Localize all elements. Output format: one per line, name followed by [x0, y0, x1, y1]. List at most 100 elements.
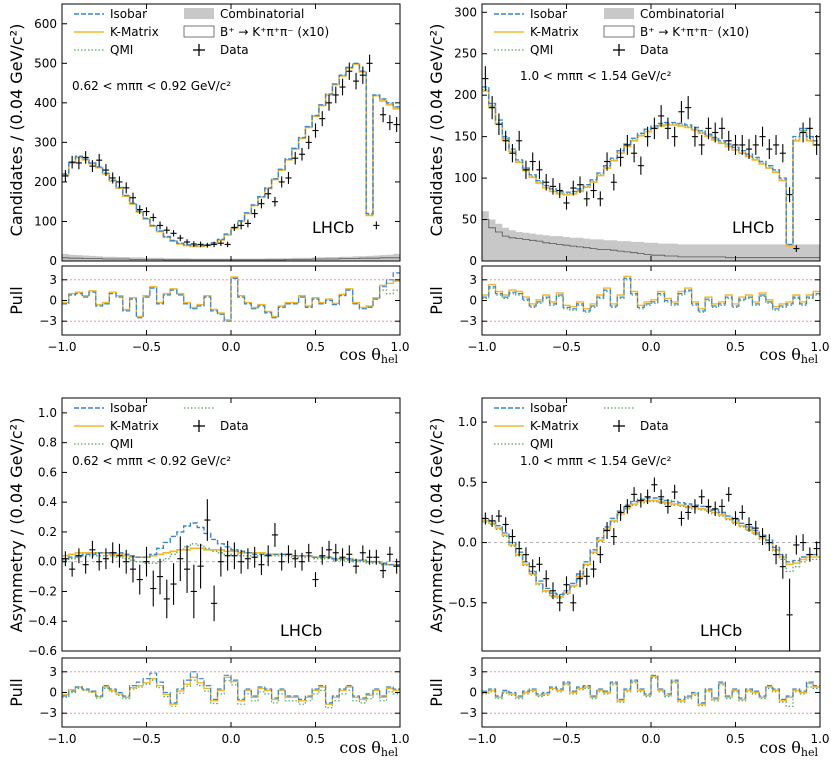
mass-range-label: 1.0 < mππ < 1.54 GeV/c² — [520, 69, 672, 83]
x-tick-label: −0.5 — [552, 732, 581, 746]
pull-kmatrix — [482, 275, 820, 310]
pull-axis-label: Pull — [427, 286, 446, 314]
x-tick-label: 0.5 — [306, 732, 325, 746]
peaking-background — [482, 219, 820, 259]
pull-y-tick-label: 0 — [469, 686, 477, 700]
legend-data-label: Data — [640, 43, 669, 57]
y-tick-label: 1.0 — [38, 406, 57, 420]
mass-range-label: 1.0 < mππ < 1.54 GeV/c² — [520, 454, 672, 468]
x-tick-label: 0.0 — [221, 340, 240, 354]
pull-kmatrix — [62, 276, 400, 321]
y-tick-label: 0.8 — [38, 436, 57, 450]
y-tick-label: 0.0 — [458, 536, 477, 550]
lhcb-label: LHCb — [312, 218, 354, 237]
x-axis-label: cos θhel — [339, 345, 398, 366]
pull-area — [62, 671, 400, 714]
pull-axis-label: Pull — [7, 678, 26, 706]
legend: Isobar K-Matrix QMI Data — [74, 401, 249, 451]
pull-y-tick-label: 3 — [469, 665, 477, 679]
legend-qmi-label: QMI — [530, 437, 553, 451]
isobar-curve — [482, 86, 820, 246]
legend-isobar-label: Isobar — [530, 401, 567, 415]
y-tick-label: 250 — [454, 47, 477, 61]
plot-area — [482, 477, 820, 651]
x-tick-label: 0.0 — [641, 732, 660, 746]
x-tick-label: −1.0 — [467, 340, 496, 354]
legend-peaking-label: B⁺ → K⁺π⁺π⁻ (x10) — [640, 25, 749, 39]
y-tick-label: 1.0 — [458, 415, 477, 429]
y-tick-label: −0.2 — [28, 584, 57, 598]
x-tick-label: −1.0 — [47, 732, 76, 746]
y-tick-label: 0.0 — [38, 555, 57, 569]
y-tick-label: 50 — [462, 213, 477, 227]
pull-qmi — [482, 279, 820, 313]
legend-peaking-swatch — [603, 25, 635, 38]
y-axis-label: Candidates / (0.04 GeV/c²) — [7, 24, 26, 237]
y-tick-label: 0 — [49, 254, 57, 268]
lhcb-label: LHCb — [280, 621, 322, 640]
x-tick-label: 1.0 — [390, 340, 409, 354]
y-tick-label: 0 — [469, 254, 477, 268]
legend-data-label: Data — [220, 43, 249, 57]
legend-qmi-label: QMI — [110, 437, 133, 451]
x-tick-label: 0.0 — [221, 732, 240, 746]
x-tick-label: 1.0 — [810, 340, 829, 354]
y-tick-label: 0.5 — [458, 475, 477, 489]
x-tick-label: −1.0 — [467, 732, 496, 746]
plot-area — [62, 499, 400, 622]
pull-y-tick-label: −3 — [459, 314, 477, 328]
legend-comb-swatch — [184, 8, 214, 19]
legend-kmatrix-label: K-Matrix — [530, 419, 579, 433]
x-tick-label: 1.0 — [390, 732, 409, 746]
pull-y-tick-label: 0 — [49, 294, 57, 308]
pull-isobar — [62, 272, 400, 322]
y-tick-label: 100 — [34, 214, 57, 228]
legend-qmi-label: QMI — [110, 43, 133, 57]
y-tick-label: 0.6 — [38, 465, 57, 479]
legend-data-label: Data — [640, 419, 669, 433]
pull-y-tick-label: 3 — [49, 665, 57, 679]
legend-comb-label: Combinatorial — [640, 7, 724, 21]
chart-top-right: 0 50 100 150 200 250 300 Candidates / (0.04 GeV… — [427, 3, 830, 366]
legend-data-label: Data — [220, 419, 249, 433]
y-tick-label: 200 — [454, 88, 477, 102]
chart-bottom-right: −0.5 0.0 0.5 1.0 Asymmetry / (0.04 GeV/c²) 1.… — [427, 397, 830, 759]
main-frame — [481, 397, 821, 652]
y-axis-label: Candidates / (0.04 GeV/c²) — [427, 24, 446, 237]
x-tick-label: −1.0 — [47, 340, 76, 354]
main-frame — [61, 397, 401, 652]
x-tick-label: −0.5 — [132, 732, 161, 746]
pull-y-tick-label: −3 — [39, 314, 57, 328]
x-tick-label: −0.5 — [552, 340, 581, 354]
pull-isobar — [482, 674, 820, 704]
lhcb-label: LHCb — [700, 621, 742, 640]
x-axis-label: cos θhel — [759, 345, 818, 366]
isobar-curve — [62, 522, 400, 566]
x-tick-label: 0.0 — [641, 340, 660, 354]
y-axis-label: Asymmetry / (0.04 GeV/c²) — [7, 418, 26, 633]
legend-kmatrix-label: K-Matrix — [110, 419, 159, 433]
kmatrix-curve — [482, 90, 820, 247]
y-tick-label: 200 — [34, 175, 57, 189]
y-tick-label: 0.2 — [38, 525, 57, 539]
y-tick-label: 300 — [454, 5, 477, 19]
legend-isobar-label: Isobar — [530, 7, 567, 21]
pull-frame — [61, 657, 401, 728]
pull-isobar — [62, 671, 400, 704]
x-axis-label: cos θhel — [339, 738, 398, 759]
x-tick-label: 0.5 — [306, 340, 325, 354]
x-axis-label: cos θhel — [759, 738, 818, 759]
y-tick-label: 500 — [34, 56, 57, 70]
pull-y-tick-label: 3 — [469, 273, 477, 287]
chart-top-left: 0 100 200 300 400 500 600 Candidates / (0.04 Ge… — [7, 3, 410, 366]
x-tick-label: 0.5 — [726, 340, 745, 354]
legend-peaking-label: B⁺ → K⁺π⁺π⁻ (x10) — [220, 25, 329, 39]
pull-area — [482, 671, 820, 714]
pull-y-tick-label: 0 — [469, 294, 477, 308]
y-tick-label: −0.4 — [28, 614, 57, 628]
x-tick-label: 1.0 — [810, 732, 829, 746]
legend-isobar-label: Isobar — [110, 7, 147, 21]
x-tick-label: −0.5 — [132, 340, 161, 354]
legend-comb-label: Combinatorial — [220, 7, 304, 21]
